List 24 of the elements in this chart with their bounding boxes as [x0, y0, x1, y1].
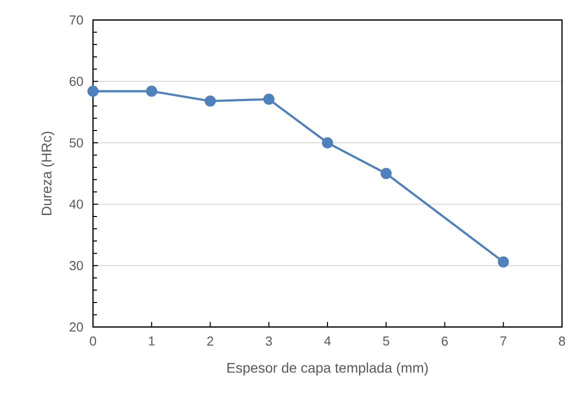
point [146, 86, 158, 97]
point [380, 168, 392, 180]
x-tick-label: 8 [558, 336, 566, 346]
x-tick-label: 2 [207, 336, 214, 346]
point [87, 86, 99, 97]
y-tick-label: 40 [69, 200, 83, 209]
x-tick-label: 7 [500, 336, 506, 346]
x-tick-label: 5 [383, 336, 390, 346]
point [322, 137, 334, 148]
y-axis-title: Dureza (HRc) [41, 132, 54, 215]
y-tick-label: 70 [70, 15, 83, 25]
point [263, 94, 274, 105]
y-tick-label: 60 [70, 76, 83, 86]
x-tick-label: 6 [442, 336, 448, 346]
x-tick-label: 4 [324, 336, 331, 346]
x-tick-label: 1 [149, 336, 155, 346]
point [498, 256, 509, 268]
x-tick-label: 3 [266, 336, 272, 346]
y-tick-label: 50 [70, 138, 83, 148]
y-tick-label: 20 [70, 322, 83, 332]
x-tick-label: 0 [90, 336, 96, 346]
x-axis-title: Espesor de capa templada (mm) [227, 362, 428, 376]
y-tick-label: 30 [70, 261, 83, 270]
point [204, 95, 216, 107]
